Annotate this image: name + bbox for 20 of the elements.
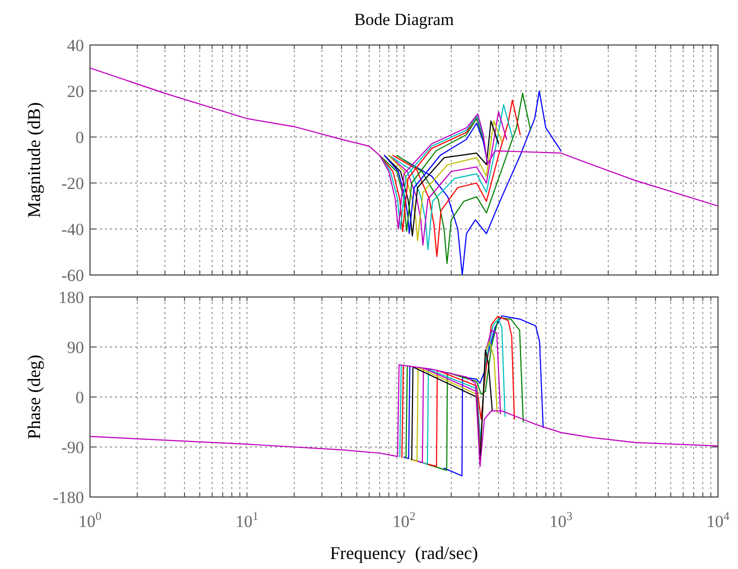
y-tick-label: 40	[67, 36, 84, 55]
y-tick-label: 0	[76, 128, 84, 147]
chart-title: Bode Diagram	[354, 10, 454, 29]
y-tick-label: -60	[61, 266, 84, 285]
y-tick-label: -40	[61, 220, 84, 239]
x-tick-label: 10$^{2}$	[392, 509, 416, 531]
y-axis-title: Phase (deg)	[24, 354, 44, 440]
y-tick-label: -180	[52, 488, 84, 507]
y-tick-label: 180	[58, 288, 84, 307]
y-axis-title: Magnitude (dB)	[24, 102, 44, 218]
y-tick-label: -90	[61, 438, 84, 457]
x-tick-label: 10$^{3}$	[550, 509, 573, 531]
y-tick-label: -20	[61, 174, 84, 193]
x-tick-label: 10$^{4}$	[706, 509, 730, 531]
x-tick-label: 10$^{1}$	[236, 509, 259, 531]
y-tick-label: 90	[67, 338, 84, 357]
x-axis-title: Frequency (rad/sec)	[330, 543, 478, 563]
x-tick-label: 10$^{0}$	[78, 509, 102, 531]
y-tick-label: 0	[76, 388, 84, 407]
y-tick-label: 20	[67, 82, 84, 101]
